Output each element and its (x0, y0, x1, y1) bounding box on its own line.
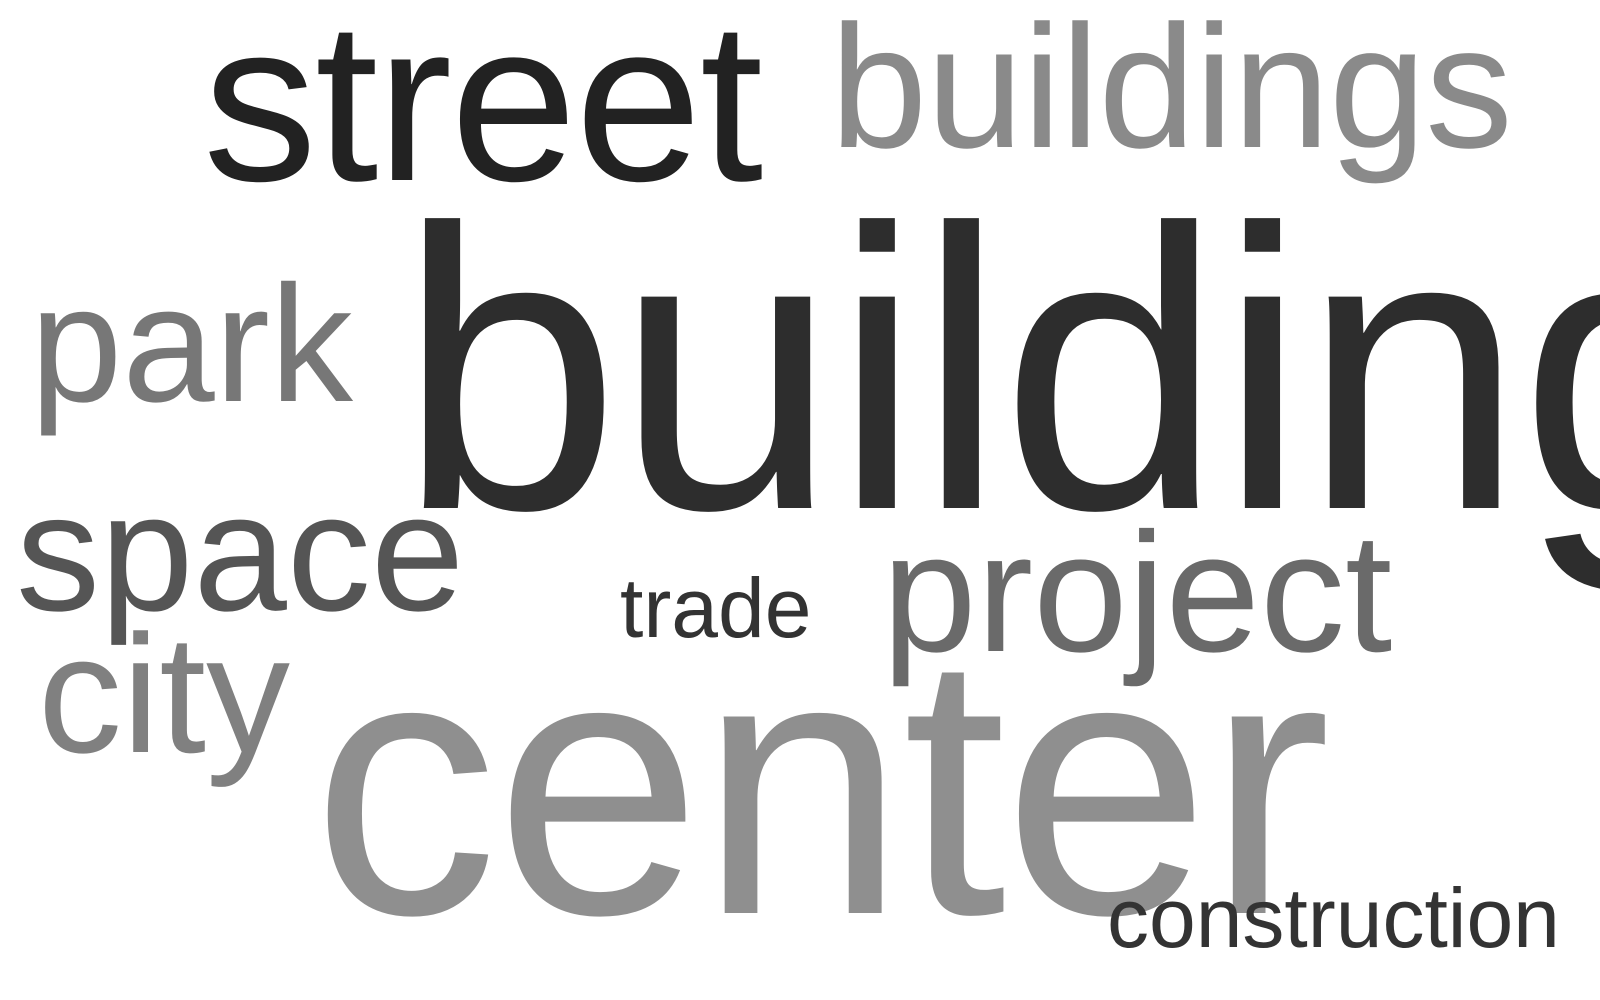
word-city: city (38, 600, 290, 788)
word-park: park (30, 252, 353, 437)
word-center: center (312, 576, 1331, 992)
word-space: space (16, 458, 465, 646)
word-trade: trade (620, 561, 812, 655)
word-building: building (398, 146, 1600, 593)
word-project: project (882, 498, 1393, 688)
word-construction: construction (1107, 871, 1560, 965)
word-buildings: buildings (830, 0, 1513, 185)
word-street: street (203, 0, 763, 229)
